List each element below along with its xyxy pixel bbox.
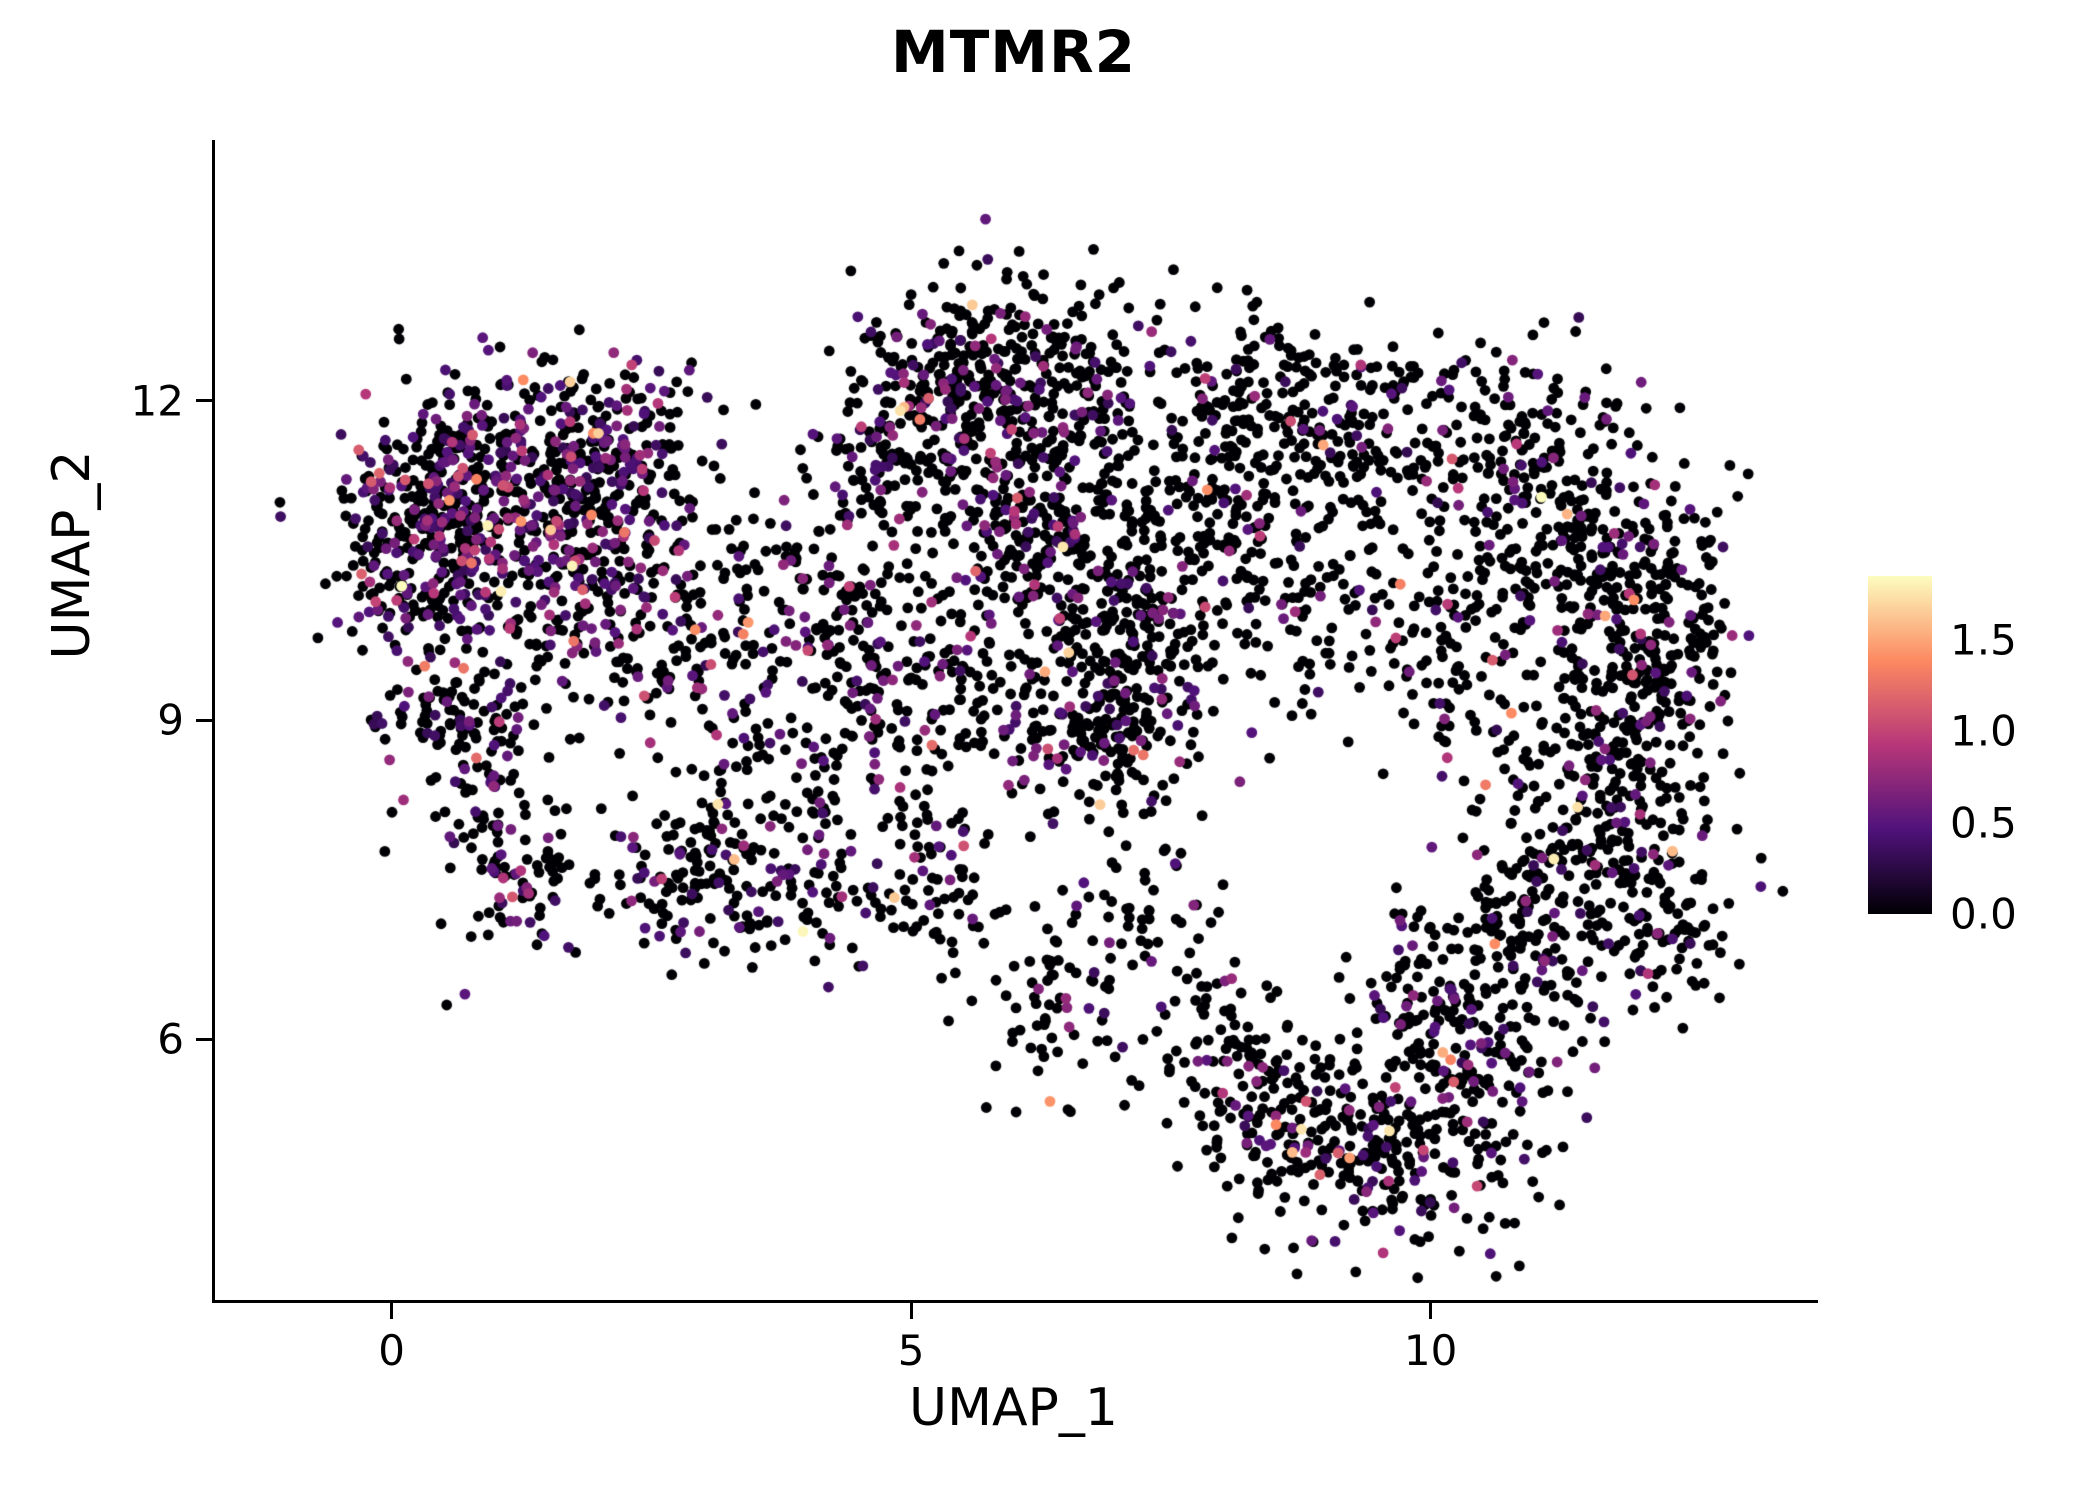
y-axis-tick — [196, 1037, 212, 1041]
plot-area — [212, 140, 1818, 1303]
scatter-points-canvas — [215, 140, 1815, 1300]
y-axis-tick-label: 12 — [130, 376, 184, 426]
colorbar-tick-label: 0.5 — [1950, 798, 2017, 848]
colorbar-tick-label: 1.5 — [1950, 615, 2017, 665]
x-axis-tick-label: 5 — [897, 1326, 925, 1375]
y-axis-tick-label: 9 — [157, 695, 184, 745]
x-axis-tick — [1429, 1303, 1433, 1319]
x-axis-label: UMAP_1 — [909, 1378, 1118, 1438]
y-axis-label: UMAP_2 — [42, 450, 102, 660]
x-axis-tick-label: 0 — [378, 1326, 405, 1375]
y-axis-tick — [196, 399, 212, 403]
x-axis-tick — [909, 1303, 913, 1319]
colorbar-tick-label: 1.0 — [1950, 706, 2017, 756]
y-axis-tick-label: 6 — [157, 1014, 184, 1064]
x-axis-tick-label: 10 — [1403, 1326, 1458, 1375]
colorbar-gradient — [1868, 576, 1932, 914]
y-axis-tick — [196, 718, 212, 722]
colorbar-tick-label: 0.0 — [1950, 889, 2017, 939]
x-axis-tick — [390, 1303, 394, 1319]
chart-title: MTMR2 — [890, 18, 1136, 86]
